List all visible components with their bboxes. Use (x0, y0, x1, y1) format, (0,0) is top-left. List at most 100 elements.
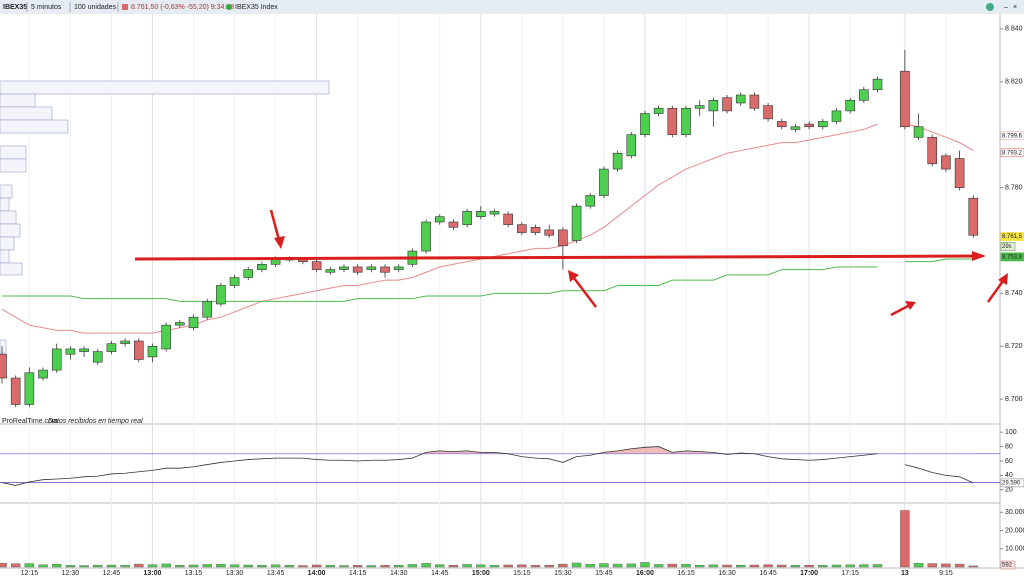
x-tick-label: 16:15 (677, 570, 695, 576)
candle-body (51, 348, 62, 371)
candle-body (147, 345, 158, 358)
units[interactable]: 100 unidades (74, 4, 117, 11)
price-tag-label: 8.793,2 (1002, 150, 1023, 156)
candle-body (900, 70, 910, 128)
volume-bar (640, 562, 650, 568)
x-tick-label: 13:30 (226, 570, 244, 576)
candle-body (106, 343, 117, 352)
y-tick-label: 40 (1005, 472, 1013, 479)
volume-bar (900, 510, 910, 568)
close[interactable]: × (1013, 4, 1017, 11)
volume-bar (284, 565, 294, 568)
instrument: IBEX35 Index (235, 4, 278, 11)
symbol[interactable]: IBEX35 (3, 4, 27, 11)
volume-bar (106, 564, 117, 568)
countdown-box (1000, 242, 1016, 252)
volume-bar (558, 563, 568, 568)
volume-bar (161, 563, 171, 568)
y-tick-label: 10.000 (1005, 546, 1024, 553)
price-tag-label: 8.799,6 (1002, 133, 1023, 139)
volume-bar (694, 564, 705, 568)
candle-body (325, 269, 336, 273)
quote-icon (122, 4, 128, 10)
candle-body (79, 348, 89, 352)
arrow (890, 304, 909, 317)
candle-body (954, 158, 965, 188)
volume-bar (585, 564, 595, 568)
candle-body (161, 324, 171, 350)
volume-bar (229, 564, 240, 568)
volume-bar (407, 564, 418, 568)
settings-icon[interactable] (986, 3, 994, 11)
candle-body (927, 137, 938, 165)
volume-bar (188, 564, 199, 568)
minimize[interactable]: – (1004, 4, 1008, 11)
candle-body (804, 123, 814, 128)
candle-body (489, 211, 500, 215)
candle-body (366, 266, 377, 270)
x-tick-label: 14:30 (390, 570, 408, 576)
y-tick-label: 20 (1005, 487, 1013, 494)
volume-bar (612, 563, 623, 568)
candle-body (763, 105, 773, 120)
volume-bar (448, 564, 459, 568)
interval[interactable]: 5 minutos (31, 4, 62, 11)
candle-body (0, 353, 7, 379)
x-tick-label: 17:15 (841, 570, 859, 576)
volume-bar (325, 565, 336, 568)
candle-body (872, 78, 883, 91)
volume-bar (380, 565, 390, 568)
volume-bar (681, 564, 691, 568)
candle-body (681, 107, 691, 136)
volume-bar (954, 563, 965, 568)
support-line (134, 254, 979, 261)
candle-body (380, 266, 390, 273)
x-tick-label: 16:00 (636, 570, 654, 576)
candle-body (544, 229, 555, 236)
volume-bar (120, 565, 130, 568)
volume-profile (0, 80, 330, 354)
candle-body (859, 89, 869, 101)
volume-bar (270, 564, 281, 568)
volume-bar (708, 564, 719, 568)
price-tag-label: 8.753,8 (1002, 254, 1023, 260)
candle-body (92, 351, 103, 363)
x-tick-label: 16:30 (718, 570, 736, 576)
y-tick-label: 8.820 (1005, 79, 1023, 86)
value-tag-label: 29.590 (1002, 480, 1021, 486)
candle-body (585, 195, 596, 207)
volume-bar (913, 562, 924, 568)
candle-body (612, 152, 623, 170)
volume-bar (79, 565, 89, 568)
volume-bar (298, 565, 308, 568)
candle-body (913, 126, 924, 138)
y-tick-label: 8.780 (1005, 184, 1023, 191)
volume-bar (366, 565, 377, 568)
x-tick-label: 12:15 (21, 570, 39, 576)
moving-average (1, 123, 974, 334)
y-tick-label: 80 (1005, 443, 1013, 450)
candle-body (65, 348, 76, 355)
candle-body (626, 134, 637, 157)
price-tag-label: 8.761,5 (1002, 234, 1023, 240)
volume-bar (927, 563, 937, 568)
value-tag-label: 592 (1002, 563, 1013, 569)
volume-bar (243, 564, 253, 568)
volume-bar (736, 564, 746, 568)
candle-body (640, 113, 650, 136)
volume-bar (777, 564, 787, 568)
x-tick-label: 17:00 (800, 570, 818, 576)
arrow-head (972, 251, 986, 261)
volume-bar (435, 564, 445, 568)
volume-bar (722, 564, 732, 568)
volume-bar (790, 565, 801, 568)
candle-body (694, 105, 705, 109)
candle-body (475, 211, 486, 217)
volume-bar (38, 564, 48, 568)
price-tag (1000, 232, 1024, 241)
annotations (134, 209, 1008, 317)
candle-body (667, 107, 678, 136)
arrow (573, 277, 597, 308)
